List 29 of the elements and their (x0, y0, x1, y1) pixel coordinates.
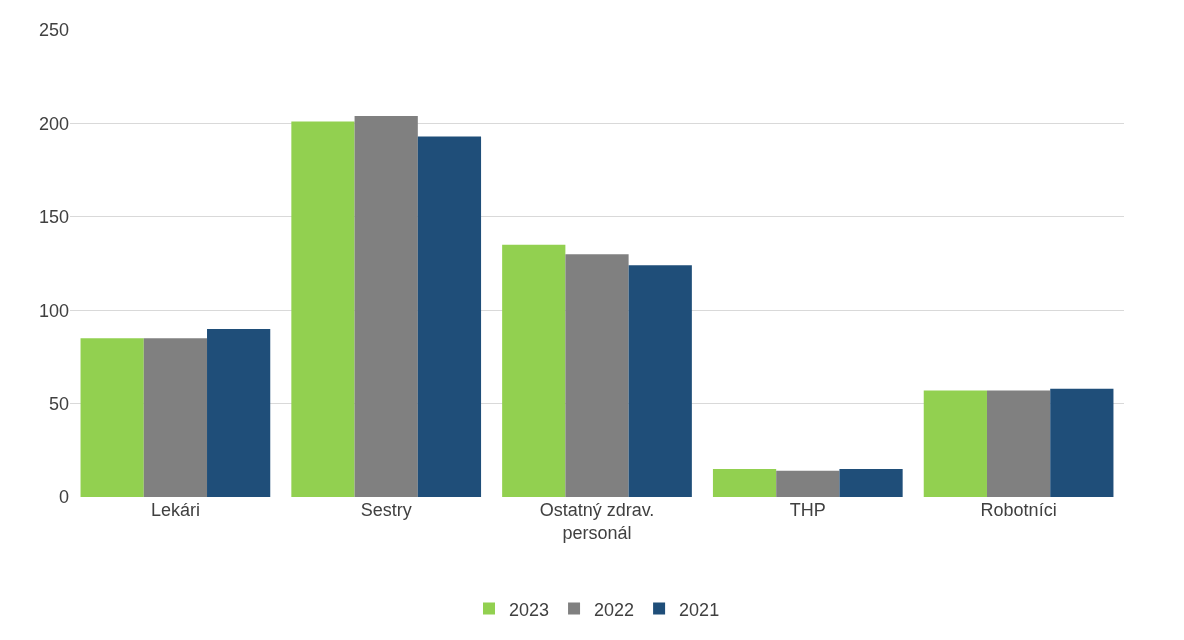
y-tick-label: 100 (38, 300, 69, 321)
y-tick-label: 50 (48, 393, 69, 414)
bar (628, 265, 692, 497)
bar (291, 121, 355, 497)
bar (143, 338, 208, 497)
bar (1050, 388, 1114, 497)
bar (417, 136, 482, 497)
x-tick-label: Robotníci (980, 500, 1057, 520)
x-tick-label: Lekári (150, 500, 200, 520)
y-tick-label: 0 (58, 487, 69, 508)
bar (923, 390, 987, 497)
bar (502, 244, 566, 497)
x-tick-label: THP (789, 500, 826, 520)
bar (80, 338, 144, 497)
bar (565, 254, 629, 497)
bar (839, 468, 903, 497)
legend-label: 2022 (594, 599, 635, 620)
y-tick-label: 150 (38, 207, 69, 228)
bar (986, 390, 1051, 497)
bar (354, 115, 418, 497)
bar (207, 328, 271, 497)
y-tick-label: 200 (38, 113, 69, 134)
legend-label: 2023 (509, 599, 550, 620)
legend-label: 2021 (679, 599, 720, 620)
y-tick-label: 250 (38, 20, 69, 41)
bar (776, 470, 840, 497)
x-tick-label: Ostatný zdrav. personál (539, 500, 655, 544)
x-tick-label: Sestry (360, 500, 412, 520)
bar (712, 468, 777, 497)
